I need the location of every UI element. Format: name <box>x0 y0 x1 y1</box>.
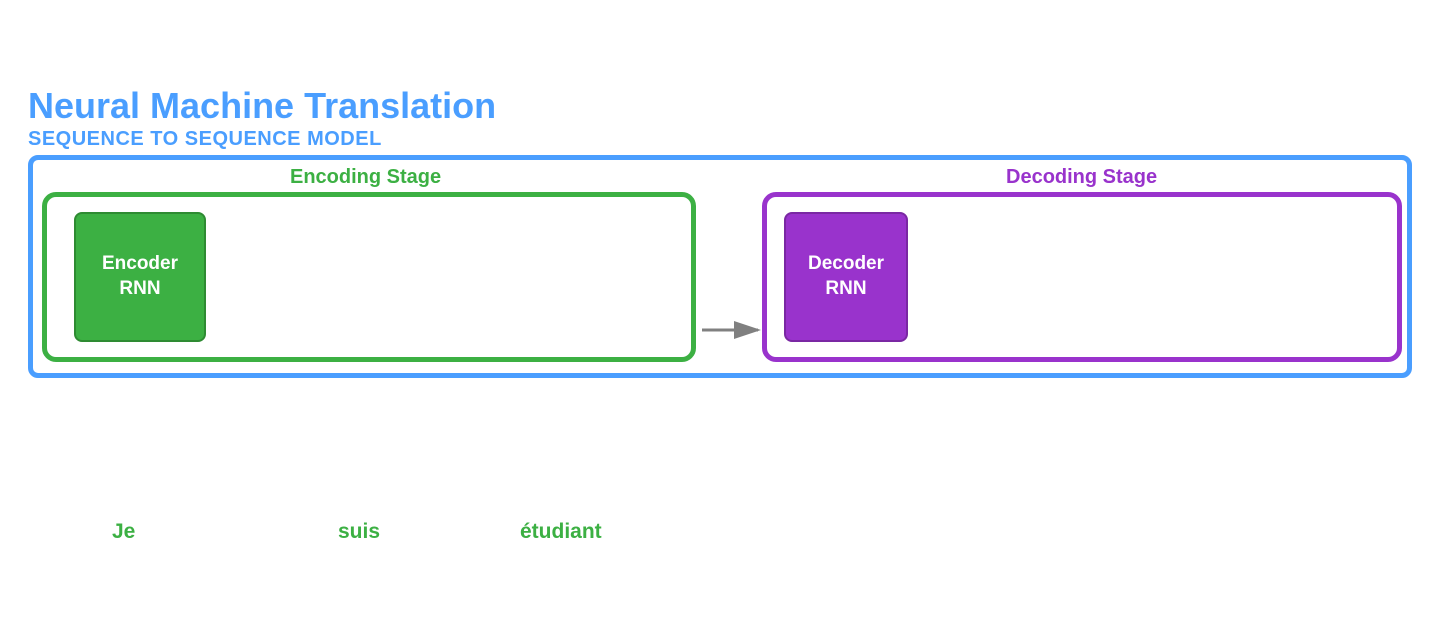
page-title: Neural Machine Translation <box>28 85 496 127</box>
encoder-rnn-label-1: Encoder <box>102 252 178 277</box>
decoding-stage-label: Decoding Stage <box>1006 166 1157 189</box>
encoder-rnn-box: Encoder RNN <box>74 212 206 342</box>
encoding-stage-label: Encoding Stage <box>290 166 441 189</box>
input-word-0: Je <box>112 520 135 544</box>
decoder-rnn-label-1: Decoder <box>808 252 884 277</box>
decoder-rnn-label-2: RNN <box>808 277 884 302</box>
input-word-1: suis <box>338 520 380 544</box>
page-subtitle: SEQUENCE TO SEQUENCE MODEL <box>28 128 382 151</box>
encoder-rnn-label-2: RNN <box>102 277 178 302</box>
input-word-2: étudiant <box>520 520 602 544</box>
decoder-rnn-box: Decoder RNN <box>784 212 908 342</box>
